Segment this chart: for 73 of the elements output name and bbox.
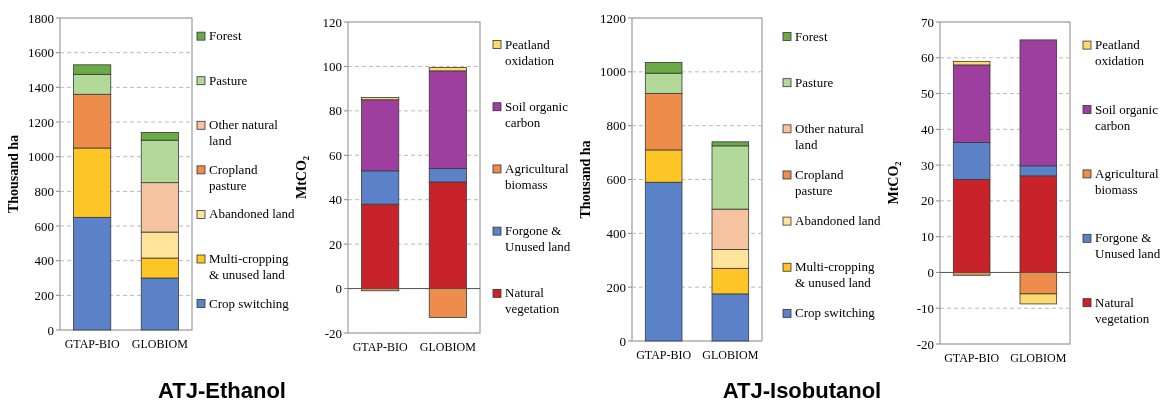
y-tick-label: -10 — [916, 300, 934, 316]
y-tick-label: 400 — [34, 253, 54, 269]
legend-label: Abandoned land — [795, 213, 882, 229]
y-tick-label: 600 — [34, 218, 54, 234]
legend-label: Pasture — [209, 72, 248, 88]
y-tick-label: 100 — [322, 58, 342, 74]
y-tick-label: 30 — [921, 157, 934, 173]
y-tick-label: 60 — [921, 50, 934, 66]
y-tick-label: 0 — [927, 264, 934, 280]
y-axis-title: MtCO₂ — [886, 161, 901, 205]
y-tick-label: 20 — [921, 193, 934, 209]
legend-label: Natural vegetation — [505, 285, 560, 317]
x-tick-label: GTAP-BIO — [636, 348, 692, 362]
y-tick-label: 1000 — [28, 149, 54, 165]
legend-label: Agricultural biomass — [1095, 165, 1159, 197]
y-tick-label: 40 — [921, 121, 934, 137]
legend-label: Soil organic carbon — [1095, 101, 1159, 133]
y-axis-title: MtCO₂ — [294, 155, 309, 200]
x-tick-label: GTAP-BIO — [352, 340, 408, 354]
y-tick-label: 20 — [329, 236, 342, 252]
legend-label: Multi-cropping & unused land — [795, 259, 875, 291]
legend-label: Crop switching — [209, 295, 290, 311]
legend-label: Forest — [795, 28, 828, 44]
y-tick-label: 50 — [921, 86, 934, 102]
legend-label: Other natural land — [795, 120, 865, 152]
x-tick-label: GTAP-BIO — [64, 337, 120, 351]
y-tick-label: 200 — [34, 287, 54, 303]
y-tick-label: 120 — [322, 14, 342, 30]
y-tick-label: 600 — [606, 172, 626, 188]
y-tick-label: 1200 — [28, 114, 54, 130]
text: ATJ-Ethanol — [158, 378, 286, 403]
x-tick-label: GLOBIOM — [1010, 351, 1067, 365]
x-tick-label: GLOBIOM — [131, 337, 189, 351]
y-tick-label: 1400 — [28, 79, 54, 95]
y-tick-label: 200 — [606, 279, 626, 295]
y-tick-label: 400 — [606, 225, 626, 241]
legend-label: Forgone & Unused land — [1095, 230, 1161, 262]
y-tick-label: 1000 — [600, 64, 626, 80]
y-tick-label: 800 — [34, 183, 54, 199]
y-tick-label: 800 — [606, 118, 626, 134]
legend-label: Pasture — [795, 74, 834, 90]
y-tick-label: 1800 — [28, 10, 54, 26]
y-tick-label: 10 — [921, 229, 934, 245]
legend-label: Multi-cropping & unused land — [209, 251, 289, 282]
legend-label: Peatland oxidation — [505, 36, 555, 68]
y-tick-label: 0 — [335, 281, 342, 297]
legend-label: Natural vegetation — [1095, 294, 1150, 326]
y-tick-label: 40 — [329, 192, 342, 208]
legend-label: Peatland oxidation — [1095, 37, 1145, 69]
x-tick-label: GLOBIOM — [702, 348, 759, 362]
legend-label: Abandoned land — [209, 206, 296, 222]
y-tick-label: 1200 — [600, 10, 626, 26]
y-axis-title: Thousand ha — [578, 140, 593, 219]
legend-label: Other natural land — [209, 117, 279, 149]
legend-label: Soil organic carbon — [505, 98, 569, 130]
y-tick-label: -20 — [916, 336, 934, 352]
legend-label: Forgone & Unused land — [505, 223, 571, 255]
y-tick-label: 70 — [921, 14, 934, 30]
legend-label: Crop switching — [795, 305, 876, 321]
legend-label: Forest — [209, 28, 242, 44]
y-tick-label: 60 — [329, 147, 342, 163]
legend-label: Agricultural biomass — [505, 160, 569, 192]
legend-label: Cropland pasture — [795, 166, 844, 198]
text: ATJ-Isobutanol — [722, 378, 882, 403]
x-tick-label: GTAP-BIO — [944, 351, 1000, 365]
legend-label: Cropland pasture — [209, 161, 258, 193]
y-axis-title: Thousand ha — [6, 134, 21, 214]
y-tick-label: 0 — [47, 322, 54, 338]
y-tick-label: 0 — [619, 333, 626, 349]
y-tick-label: -20 — [324, 325, 342, 341]
y-tick-label: 80 — [329, 103, 342, 119]
y-tick-label: 1600 — [28, 45, 54, 61]
x-tick-label: GLOBIOM — [419, 340, 477, 354]
